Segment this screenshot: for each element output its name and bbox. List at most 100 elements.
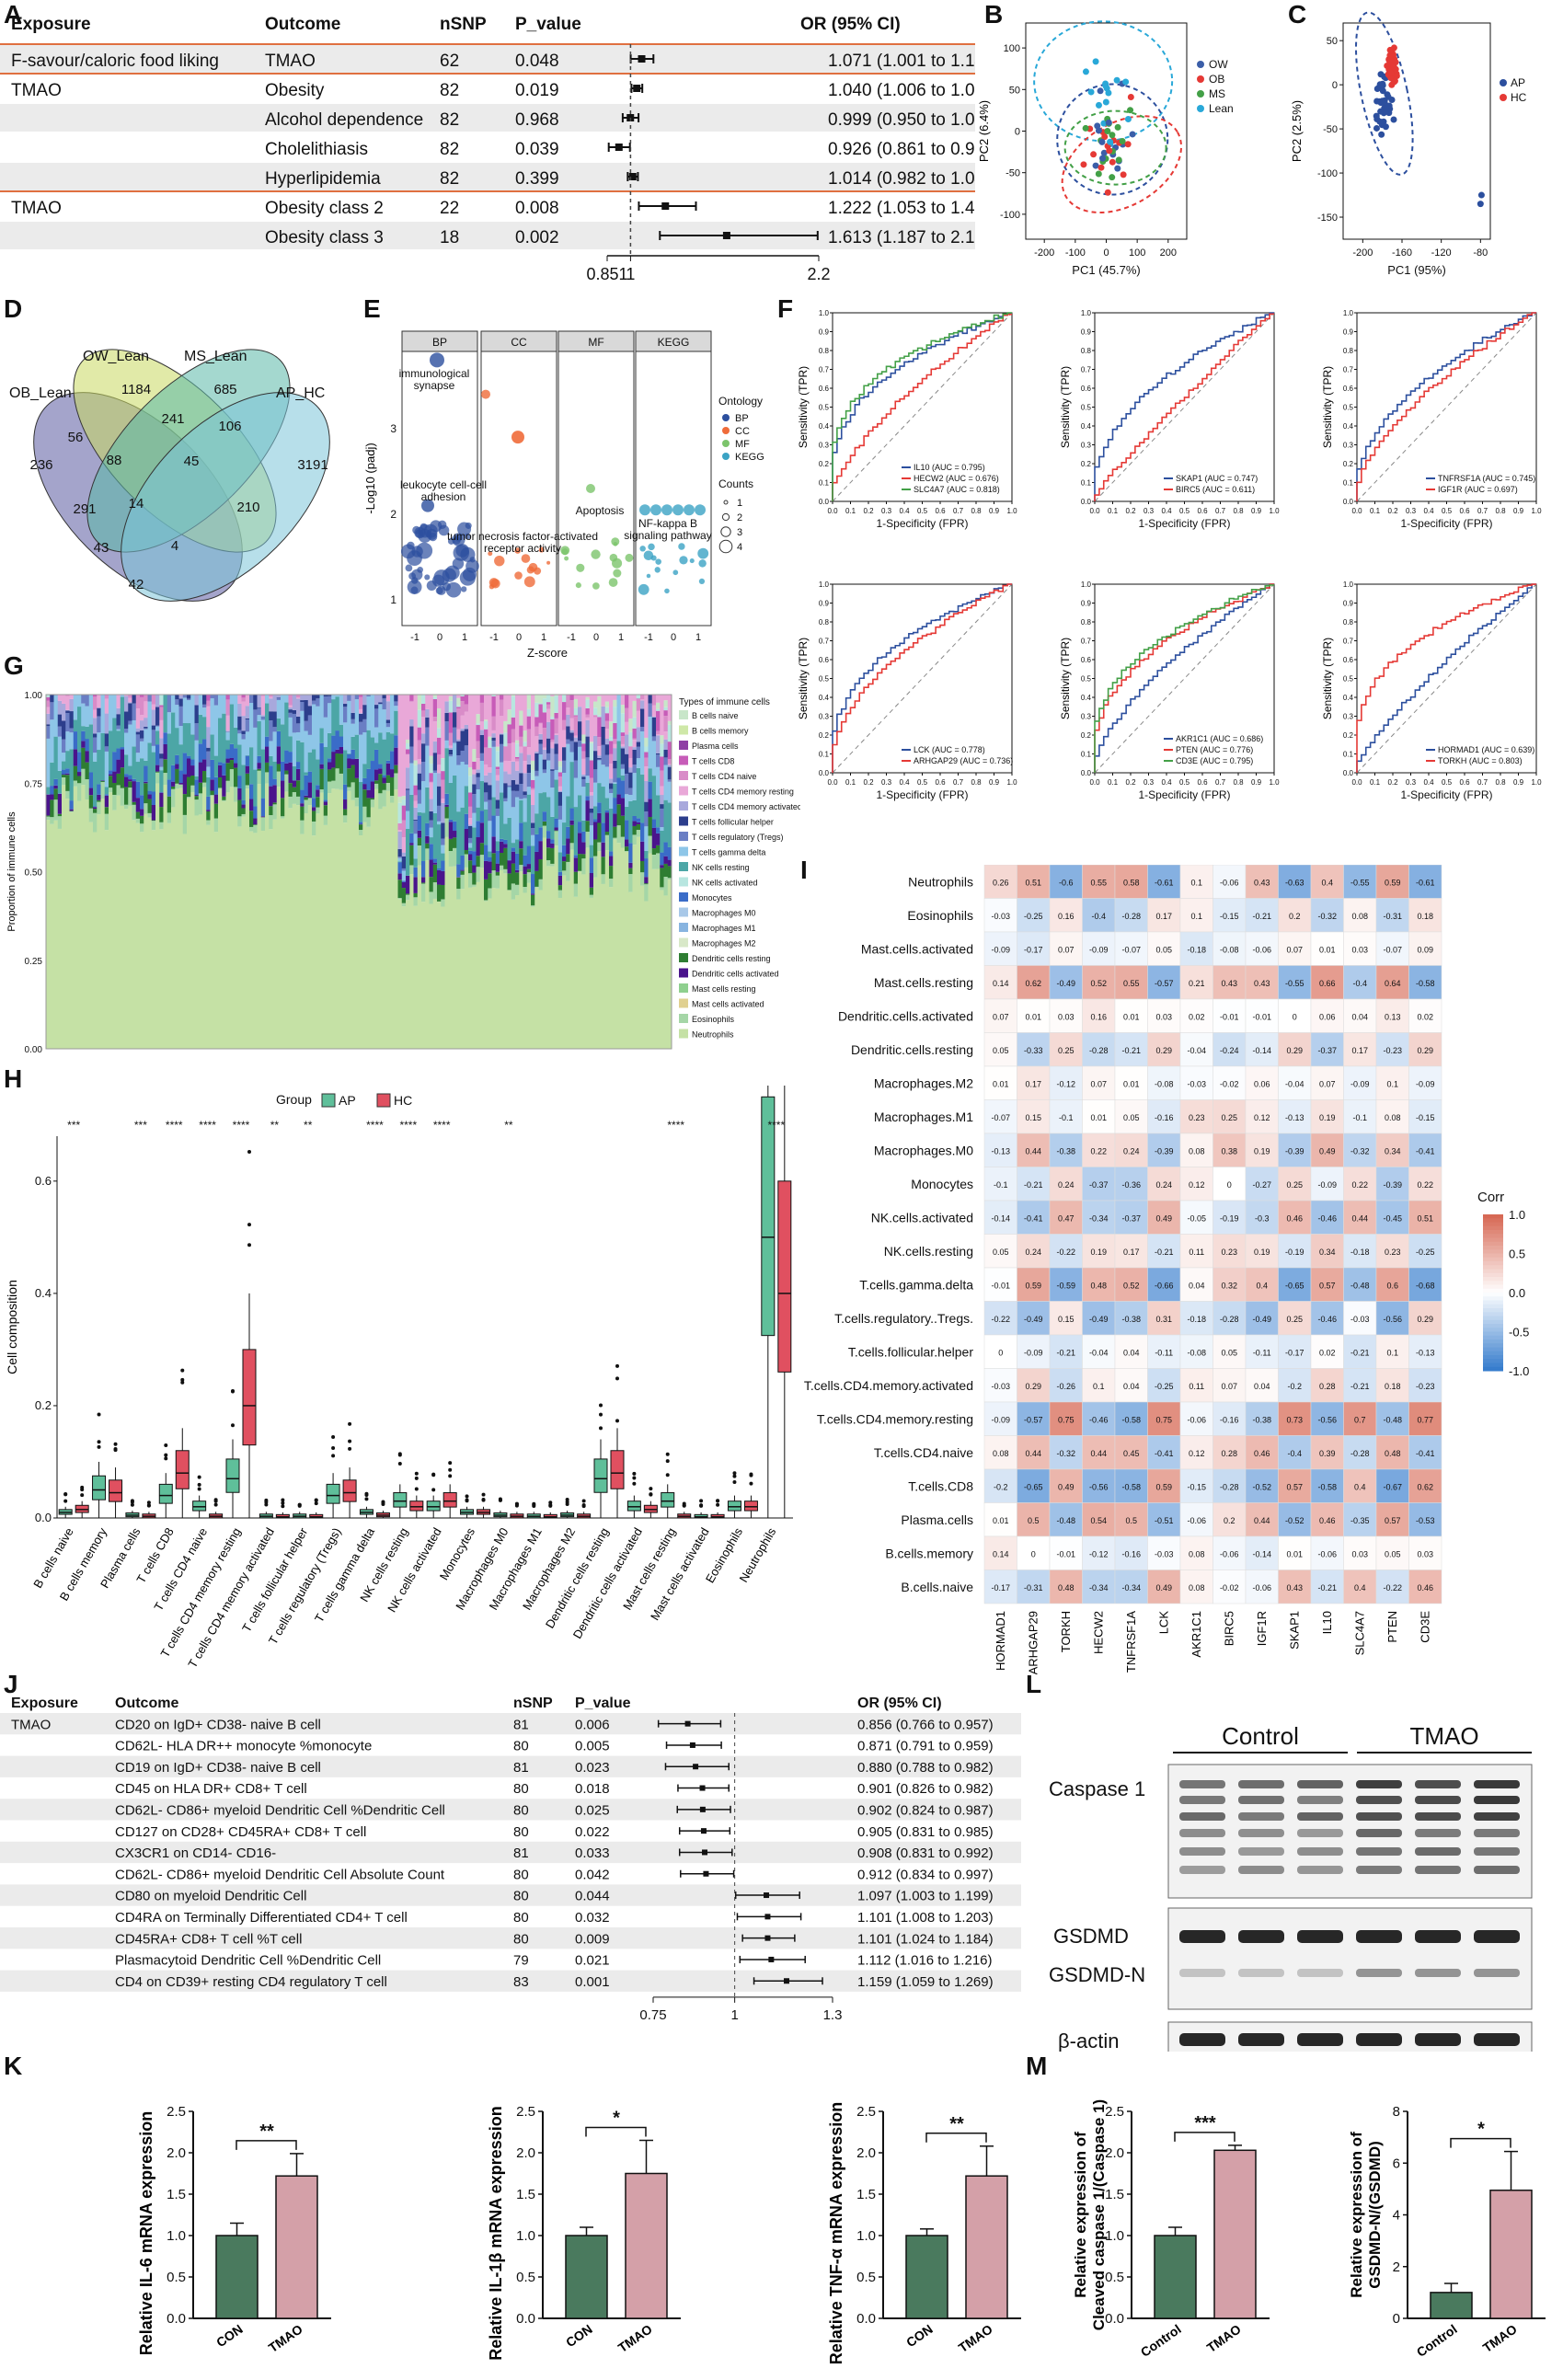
g-bar-segment — [448, 732, 454, 746]
g-bar-segment — [401, 820, 407, 838]
h-sig-label: *** — [134, 1119, 147, 1132]
h-legend-label: HC — [394, 1093, 412, 1108]
g-bar-segment — [616, 825, 622, 844]
e-bubble — [452, 558, 465, 569]
a-pvalue: 0.039 — [515, 140, 559, 159]
i-colorbar-label: 1.0 — [1509, 1208, 1525, 1222]
m-xtick-label: Control — [1138, 2321, 1184, 2360]
i-cell-value: -0.36 — [1121, 1180, 1141, 1190]
f-ytick-label: 0.5 — [819, 404, 830, 412]
g-bar-segment — [468, 843, 473, 848]
g-bar-segment — [292, 713, 297, 733]
f-xtick-label: 0.8 — [1233, 778, 1244, 787]
g-bar-segment — [93, 806, 98, 808]
g-bar-segment — [441, 695, 445, 759]
g-bar-segment — [604, 834, 610, 851]
i-cell-value: 0.18 — [1385, 1382, 1401, 1391]
g-bar-segment — [304, 799, 309, 814]
g-bar-segment — [97, 716, 101, 733]
i-cell — [1408, 865, 1442, 899]
g-bar-segment — [656, 734, 661, 736]
g-bar-segment — [589, 808, 594, 813]
g-bar-segment — [417, 759, 422, 765]
g-bar-segment — [589, 887, 594, 895]
g-legend-label: Neutrophils — [692, 1030, 734, 1040]
f-legend-label: CD3E (AUC = 0.795) — [1176, 756, 1253, 765]
i-cell — [1375, 1435, 1409, 1470]
g-bar-segment — [432, 773, 438, 813]
g-bar-segment — [147, 742, 153, 791]
h-outlier — [599, 1412, 603, 1417]
g-bar-segment — [300, 702, 305, 711]
b-point — [1095, 170, 1102, 178]
g-bar-segment — [441, 860, 445, 871]
g-bar-segment — [281, 695, 285, 725]
e-facet-label: BP — [432, 336, 447, 349]
g-bar-segment — [69, 809, 75, 811]
g-legend-swatch — [679, 771, 688, 780]
f-ytick-label: 1.0 — [819, 581, 830, 589]
g-bar-segment — [97, 801, 101, 815]
g-bar-segment — [171, 695, 176, 713]
j-outcome: CD127 on CD28+ CD45RA+ CD8+ T cell — [115, 1824, 366, 1840]
g-bar-segment — [409, 726, 414, 747]
i-cell-value: -0.01 — [1056, 1549, 1075, 1558]
g-bar-segment — [557, 792, 563, 806]
g-bar-segment — [632, 717, 638, 729]
g-bar-segment — [288, 796, 293, 809]
g-bar-segment — [476, 725, 481, 742]
m-ytick-label: 4 — [1393, 2208, 1400, 2224]
i-cell-value: -0.48 — [1383, 1415, 1402, 1424]
e-bubble — [654, 567, 661, 573]
a-outcome: TMAO — [265, 52, 316, 71]
a-pvalue: 0.399 — [515, 169, 559, 189]
i-cell-value: 0.24 — [1058, 1180, 1075, 1190]
g-bar-segment — [413, 760, 419, 765]
g-bar-segment — [468, 854, 473, 861]
panel-a-forest-plot: Exposure Outcome nSNP P_value OR (95% CI)F-s… — [0, 15, 975, 283]
g-bar-segment — [93, 832, 98, 1049]
g-bar-segment — [112, 794, 117, 811]
g-bar-segment — [413, 695, 419, 761]
i-cell — [1179, 931, 1213, 966]
f-xtick-label: 0.3 — [881, 778, 892, 787]
g-bar-segment — [359, 734, 363, 782]
i-cell-value: -0.17 — [1285, 1348, 1304, 1357]
g-bar-segment — [468, 847, 473, 851]
g-bar-segment — [347, 695, 351, 701]
f-xtick-label: 0.0 — [827, 778, 838, 787]
g-bar-segment — [479, 761, 485, 782]
g-bar-segment — [206, 747, 211, 752]
g-bar-segment — [175, 699, 179, 706]
g-bar-segment — [57, 714, 63, 727]
g-bar-segment — [366, 696, 372, 730]
g-bar-segment — [140, 730, 144, 739]
g-bar-segment — [62, 776, 66, 786]
h-outlier — [581, 1502, 586, 1507]
g-bar-segment — [304, 797, 309, 800]
i-cell-value: -0.09 — [1350, 1079, 1370, 1088]
g-bar-segment — [316, 759, 320, 786]
g-bar-segment — [159, 705, 164, 707]
g-bar-segment — [667, 695, 672, 721]
g-bar-segment — [557, 761, 563, 767]
g-bar-segment — [417, 695, 422, 710]
g-bar-segment — [663, 799, 669, 843]
g-bar-segment — [491, 836, 497, 854]
g-bar-segment — [272, 785, 278, 803]
g-bar-segment — [385, 723, 391, 728]
d-count: 14 — [129, 496, 144, 512]
j-point — [699, 1806, 706, 1812]
g-bar-segment — [401, 888, 407, 903]
e-xtick-label: -1 — [410, 632, 419, 643]
g-bar-segment — [488, 772, 492, 786]
i-cell-value: 0.08 — [1189, 1583, 1205, 1592]
i-cell — [1375, 998, 1409, 1033]
g-bar-segment — [507, 724, 512, 744]
i-cell — [1147, 1569, 1181, 1604]
g-bar-segment — [397, 857, 403, 862]
i-cell-value: -0.58 — [1121, 1482, 1141, 1491]
g-bar-segment — [495, 695, 500, 747]
g-bar-segment — [581, 831, 586, 843]
i-cell — [1278, 1368, 1312, 1403]
